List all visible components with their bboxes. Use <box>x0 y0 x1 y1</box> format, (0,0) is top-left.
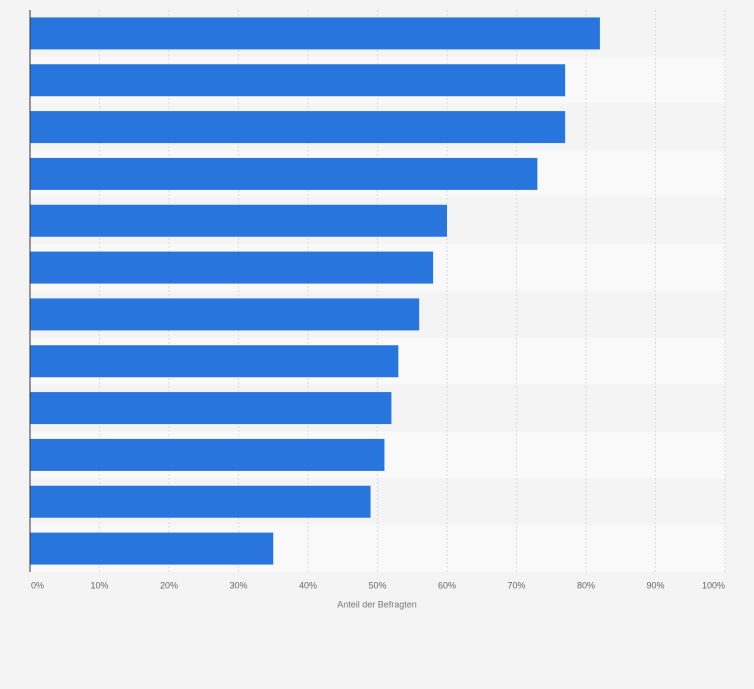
x-tick-label: 30% <box>229 580 247 590</box>
x-tick-label: 60% <box>438 580 456 590</box>
x-tick-label: 70% <box>507 580 525 590</box>
x-tick-label: 0% <box>31 580 44 590</box>
x-tick-label: 100% <box>702 580 725 590</box>
bar <box>30 17 600 50</box>
bar <box>30 438 385 471</box>
bar <box>30 532 274 565</box>
bars <box>30 17 600 565</box>
x-axis-label: Anteil der Befragten <box>337 599 417 609</box>
bar <box>30 157 538 190</box>
bar <box>30 111 566 144</box>
bar <box>30 251 434 284</box>
x-tick-label: 20% <box>160 580 178 590</box>
x-tick-label: 80% <box>577 580 595 590</box>
bar <box>30 298 420 331</box>
x-tick-label: 50% <box>368 580 386 590</box>
bar <box>30 64 566 97</box>
bar <box>30 345 399 378</box>
bar <box>30 204 447 237</box>
bar <box>30 392 392 425</box>
bar <box>30 485 371 518</box>
x-tick-label: 10% <box>90 580 108 590</box>
x-tick-label: 90% <box>646 580 664 590</box>
x-tick-label: 40% <box>299 580 317 590</box>
